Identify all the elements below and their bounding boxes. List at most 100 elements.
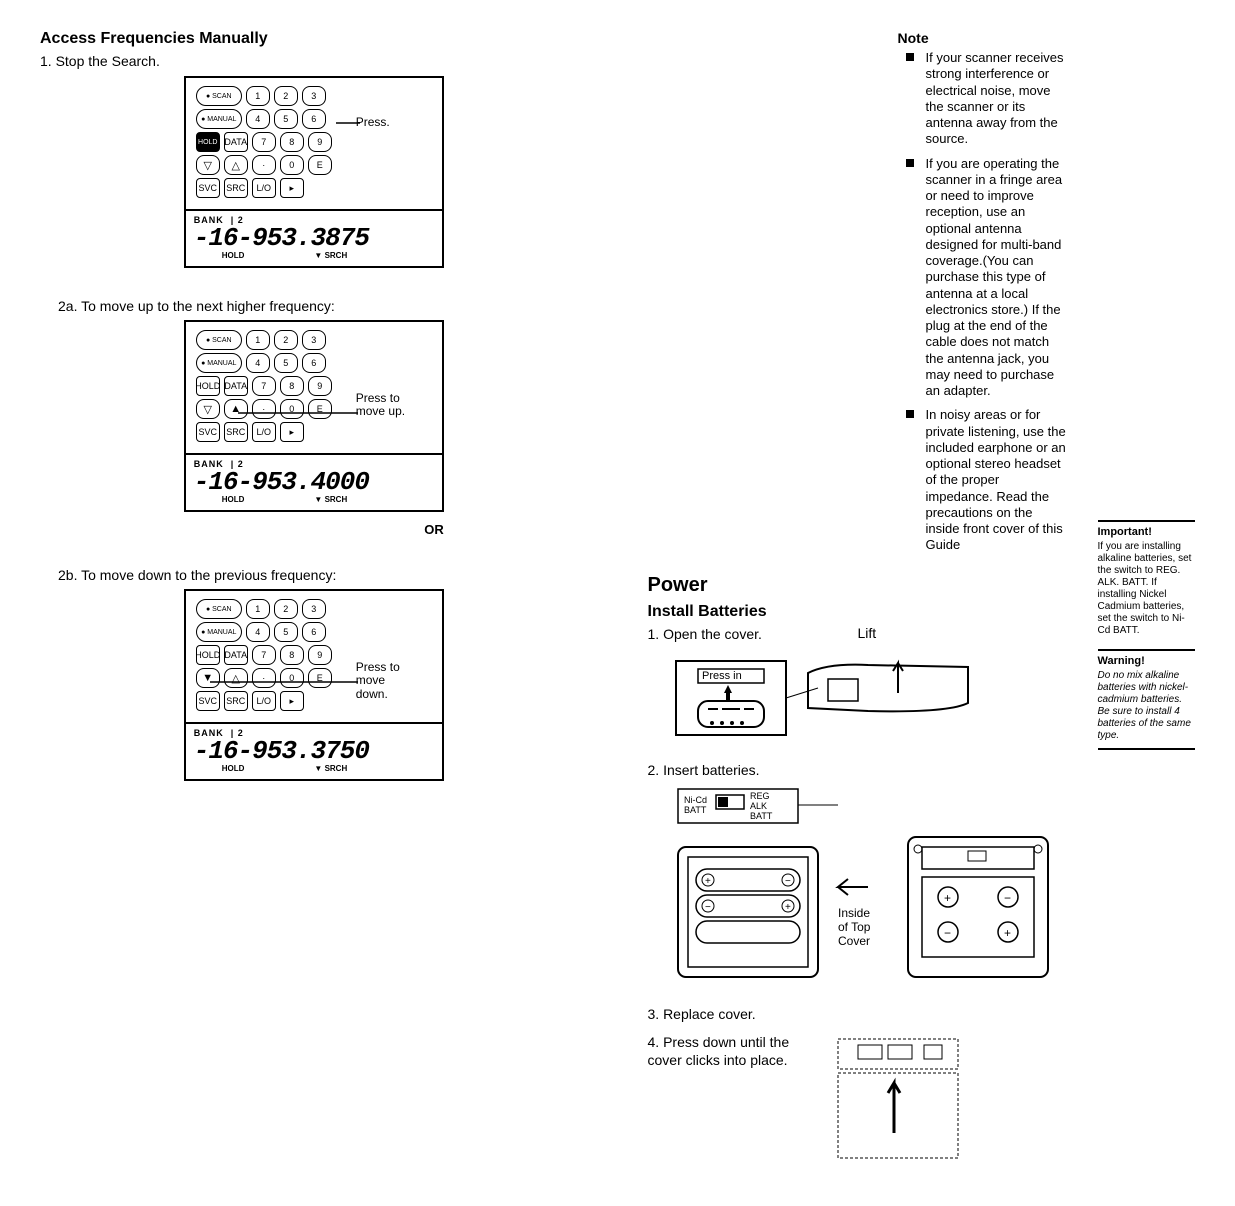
key-b1: SVC (196, 178, 220, 198)
key: ● SCAN (196, 599, 242, 619)
key-data: DATA (224, 132, 248, 152)
warning-body: Do no mix alkaline batteries with nickel… (1098, 670, 1196, 742)
key-0: 0 (280, 155, 304, 175)
lcd-freq-2: -16-953.4000 (194, 469, 434, 495)
important-body: If you are installing alkaline batteries… (1098, 541, 1196, 637)
device-keypad-3: ● SCAN 1 2 3 ● MANUAL 4 5 6 HOLD DATA 7 … (184, 589, 444, 781)
key: 2 (274, 599, 298, 619)
svg-text:+: + (1004, 926, 1011, 940)
device-keypad-2: ● SCAN 1 2 3 ● MANUAL 4 5 6 HOLD DATA 7 … (184, 320, 444, 512)
key: 5 (274, 353, 298, 373)
press-down-label: Press to move down. (356, 661, 416, 701)
important-heading: Important! (1098, 526, 1196, 539)
svg-text:BATT: BATT (684, 805, 707, 815)
key-manual: ● MANUAL (196, 109, 242, 129)
svg-text:REG: REG (750, 791, 770, 801)
step-1: 1. Stop the Search. (40, 52, 588, 70)
key: 7 (252, 645, 276, 665)
figure-insert-batteries: Ni-Cd BATT REG ALK BATT + − − (668, 787, 1068, 987)
key: 3 (302, 599, 326, 619)
key: ▸ (280, 422, 304, 442)
key-9: 9 (308, 132, 332, 152)
key-scan: ● SCAN (196, 86, 242, 106)
svg-text:+: + (705, 876, 711, 887)
key-6: 6 (302, 109, 326, 129)
key: L/O (252, 691, 276, 711)
key: L/O (252, 422, 276, 442)
key: 2 (274, 330, 298, 350)
key-tri-up (224, 668, 248, 688)
key: 0 (280, 399, 304, 419)
key-3: 3 (302, 86, 326, 106)
step-insert-batteries: 2. Insert batteries. (648, 761, 1068, 779)
lcd-srch: ▼ SRCH (314, 764, 347, 773)
svg-text:Cover: Cover (838, 934, 870, 948)
page-columns: Access Frequencies Manually 1. Stop the … (40, 30, 1195, 1176)
key: HOLD (196, 645, 220, 665)
key-scan: ● SCAN (196, 330, 242, 350)
figure-open-cover: Press in (668, 653, 1068, 743)
svg-text:Ni-Cd: Ni-Cd (684, 795, 707, 805)
key: SRC (224, 691, 248, 711)
lcd-freq-1: -16-953.3875 (194, 225, 434, 251)
key: 9 (308, 645, 332, 665)
key: ● MANUAL (196, 353, 242, 373)
important-callout: Important! If you are installing alkalin… (1098, 520, 1196, 637)
access-freq-heading: Access Frequencies Manually (40, 30, 588, 48)
key: · (252, 668, 276, 688)
key-tri-down-highlighted (196, 668, 220, 688)
note-item: If you are operating the scanner in a fr… (926, 156, 1068, 400)
key: SRC (224, 422, 248, 442)
key: SVC (196, 422, 220, 442)
left-column: Access Frequencies Manually 1. Stop the … (40, 30, 588, 1176)
key: ▸ (280, 691, 304, 711)
key: 6 (302, 622, 326, 642)
key-tri-down (196, 399, 220, 419)
lift-label: Lift (858, 625, 877, 641)
key-b2: SRC (224, 178, 248, 198)
key: 8 (280, 645, 304, 665)
key: DATA (224, 645, 248, 665)
key: 9 (308, 376, 332, 396)
key-2: 2 (274, 86, 298, 106)
install-batteries-heading: Install Batteries (648, 603, 1068, 621)
note-heading: Note (898, 30, 1068, 46)
device-keypad-1: ● SCAN 1 2 3 ● MANUAL 4 5 6 HOLD DATA 7 … (184, 76, 444, 268)
step-press-down: 4. Press down until the cover clicks int… (648, 1033, 798, 1069)
key-b3: L/O (252, 178, 276, 198)
key-5: 5 (274, 109, 298, 129)
svg-text:+: + (785, 902, 791, 913)
key: 4 (246, 353, 270, 373)
key: 4 (246, 622, 270, 642)
key: 3 (302, 330, 326, 350)
warning-callout: Warning! Do no mix alkaline batteries wi… (1098, 649, 1196, 750)
key: E (308, 399, 332, 419)
key: 1 (246, 330, 270, 350)
lcd-hold: HOLD (222, 764, 245, 773)
svg-text:−: − (1004, 891, 1011, 905)
key: 7 (252, 376, 276, 396)
figure-replace-cover (818, 1033, 978, 1166)
key-e: E (308, 155, 332, 175)
key: 6 (302, 353, 326, 373)
key: 0 (280, 668, 304, 688)
key: E (308, 668, 332, 688)
key-8: 8 (280, 132, 304, 152)
svg-text:−: − (705, 902, 711, 913)
key: 8 (280, 376, 304, 396)
lcd-3: BANK | 2 -16-953.3750 HOLD▼ SRCH (186, 724, 442, 779)
lcd-hold: HOLD (222, 251, 245, 260)
key: DATA (224, 376, 248, 396)
key-1: 1 (246, 86, 270, 106)
power-heading: Power (648, 574, 1068, 597)
lcd-hold: HOLD (222, 495, 245, 504)
key-tri-up-highlighted (224, 399, 248, 419)
step-2a: 2a. To move up to the next higher freque… (58, 298, 588, 314)
warning-heading: Warning! (1098, 655, 1196, 668)
key-dot: · (252, 155, 276, 175)
key-hold: HOLD (196, 132, 220, 152)
svg-text:BATT: BATT (750, 811, 773, 821)
lcd-srch: ▼ SRCH (314, 495, 347, 504)
note-list: If your scanner receives strong interfer… (898, 50, 1068, 554)
press-label-1: Press. (356, 116, 390, 129)
